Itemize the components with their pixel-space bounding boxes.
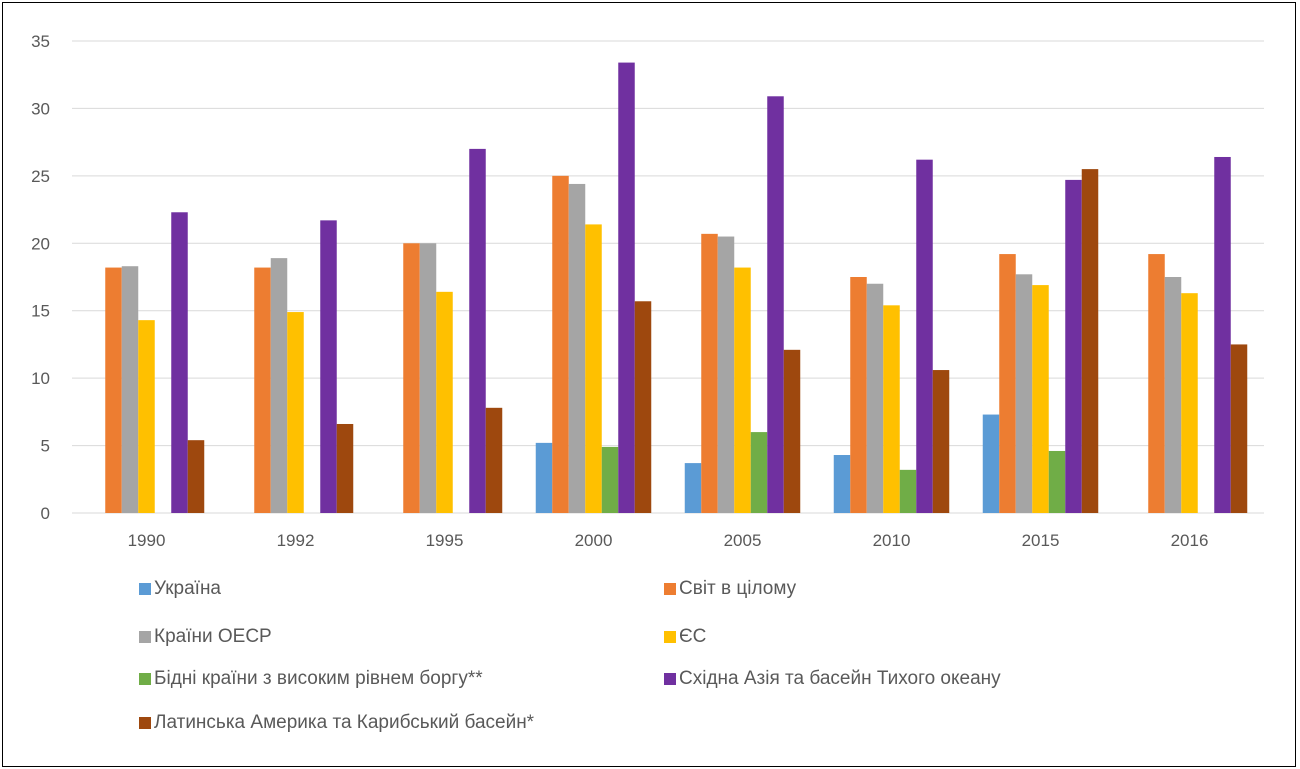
y-tick-label: 10 xyxy=(31,369,50,388)
bar xyxy=(1148,254,1165,513)
bar xyxy=(121,266,139,513)
bar xyxy=(684,463,702,513)
y-tick-label: 25 xyxy=(31,167,50,186)
bar xyxy=(1048,450,1066,513)
bar xyxy=(866,283,884,513)
y-tick-label: 5 xyxy=(41,437,50,456)
y-tick-label: 15 xyxy=(31,302,50,321)
bar xyxy=(734,267,751,513)
x-tick-label: 2016 xyxy=(1171,531,1209,550)
x-axis-tick-labels: 1990 1992 1995 2000 2005 2010 2015 2016 xyxy=(128,531,1209,550)
bar xyxy=(717,236,735,514)
bar xyxy=(1081,169,1099,514)
bar xyxy=(1065,179,1082,513)
bar xyxy=(767,96,784,513)
bar xyxy=(287,312,304,513)
bar xyxy=(187,440,205,513)
bar xyxy=(254,267,271,513)
bar xyxy=(883,305,900,513)
x-tick-label: 1995 xyxy=(426,531,464,550)
bar xyxy=(403,243,420,514)
x-tick-label: 2010 xyxy=(873,531,911,550)
bar xyxy=(138,320,155,513)
x-tick-label: 2005 xyxy=(724,531,762,550)
bar xyxy=(105,267,122,513)
bar xyxy=(750,432,768,513)
bar xyxy=(1015,274,1033,513)
bar xyxy=(485,407,503,513)
bar xyxy=(1230,344,1248,513)
y-tick-label: 30 xyxy=(31,99,50,118)
y-tick-label: 20 xyxy=(31,234,50,253)
bar xyxy=(1032,285,1049,513)
x-tick-label: 2015 xyxy=(1022,531,1060,550)
bar xyxy=(1164,277,1182,513)
bar xyxy=(833,455,851,513)
bar xyxy=(618,62,635,513)
bar xyxy=(270,258,288,513)
x-tick-label: 1990 xyxy=(128,531,166,550)
bar xyxy=(419,243,437,514)
bar xyxy=(634,301,652,513)
bar xyxy=(701,233,718,513)
bar xyxy=(999,254,1016,513)
bar xyxy=(320,220,337,514)
y-tick-label: 35 xyxy=(31,32,50,51)
bar xyxy=(336,423,354,513)
bar xyxy=(436,291,453,513)
bar xyxy=(899,469,917,513)
bar xyxy=(982,414,1000,513)
bar xyxy=(783,349,801,513)
bar xyxy=(171,212,188,513)
bar xyxy=(1181,293,1198,513)
bars xyxy=(105,62,1248,514)
x-tick-label: 2000 xyxy=(575,531,613,550)
bar xyxy=(552,175,569,514)
bar-chart: 0 5 10 15 20 25 30 35 1990 1992 1995 2000 2005 2010 2… xyxy=(31,32,1264,550)
bar xyxy=(535,442,553,513)
bar xyxy=(850,277,867,513)
bar xyxy=(568,183,586,513)
bar xyxy=(469,148,486,513)
y-axis-tick-labels: 0 5 10 15 20 25 30 35 xyxy=(31,32,50,523)
bar xyxy=(932,370,950,513)
x-tick-label: 1992 xyxy=(277,531,315,550)
bar xyxy=(916,159,933,514)
bar xyxy=(585,224,602,513)
bar xyxy=(1214,156,1231,514)
bar xyxy=(601,446,619,513)
y-tick-label: 0 xyxy=(41,504,50,523)
